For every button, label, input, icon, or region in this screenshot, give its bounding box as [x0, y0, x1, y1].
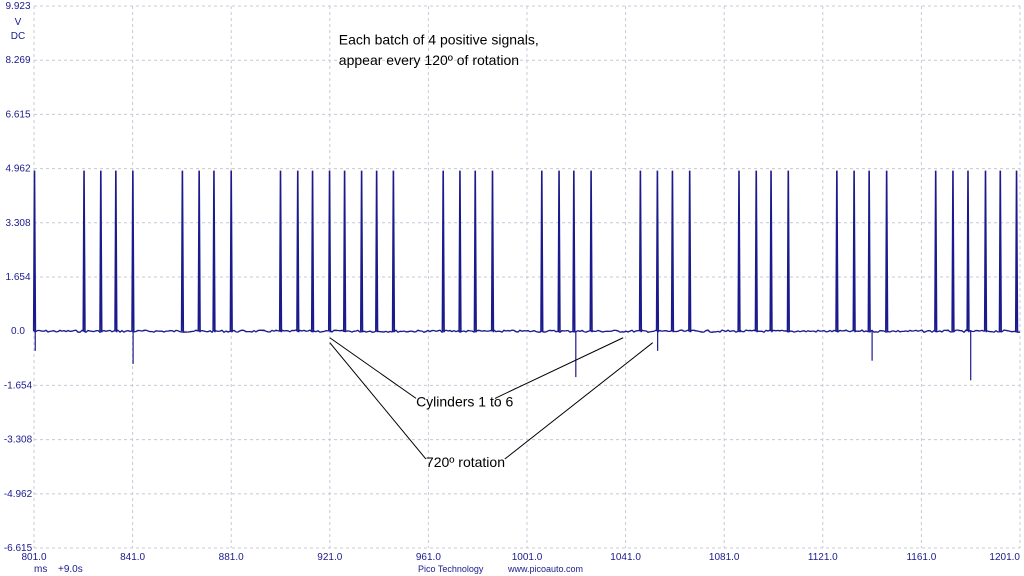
x-tick-label: 1161.0 [906, 552, 936, 563]
positive-spike [885, 170, 889, 333]
y-tick-label: 1.654 [5, 272, 30, 283]
pointer-line [329, 342, 427, 460]
x-tick-label: 881.0 [219, 552, 244, 563]
positive-spike [769, 170, 773, 333]
positive-spike [342, 170, 347, 333]
positive-spike [557, 170, 561, 333]
positive-spike [473, 170, 477, 333]
x-tick-label: 801.0 [21, 552, 46, 563]
positive-spike [852, 170, 856, 333]
positive-spike [737, 170, 741, 333]
positive-spike [99, 170, 103, 333]
positive-spike [1014, 170, 1019, 333]
axis-units: V DC ms +9.0s [11, 17, 83, 575]
positive-spike [867, 170, 871, 333]
y-tick-label: 9.923 [5, 1, 30, 12]
pointer-line [504, 342, 654, 460]
positive-spike [572, 170, 576, 333]
positive-spike [359, 170, 364, 333]
positive-spike [670, 170, 675, 333]
x-tick-label: 961.0 [416, 552, 441, 563]
positive-spike [229, 170, 233, 333]
y-tick-label: 8.269 [5, 55, 30, 66]
y-tick-label: 3.308 [5, 218, 30, 229]
positive-spike [540, 170, 544, 333]
positive-spike [589, 170, 593, 333]
y-tick-label: 4.962 [5, 164, 30, 175]
positive-spike [835, 170, 839, 333]
positive-spike [180, 170, 185, 333]
positive-spike [655, 170, 660, 333]
positive-spike [966, 170, 970, 333]
positive-spike [296, 170, 300, 333]
y-axis-ticks: 9.923 8.269 6.615 4.962 3.308 1.654 0.0 -1.654 -… [4, 1, 33, 554]
positive-spike [490, 170, 495, 333]
y-tick-label: -6.615 [4, 543, 33, 554]
y-tick-label: -3.308 [4, 435, 33, 446]
positive-spike [754, 170, 758, 333]
y-tick-label: 0.0 [11, 326, 25, 337]
footer: Pico Technology www.picoauto.com [418, 564, 583, 574]
x-tick-label: 1201.0 [989, 552, 1020, 563]
x-tick-label: 1121.0 [808, 552, 838, 563]
annotation-text: Each batch of 4 positive signals, [339, 31, 539, 47]
footer-brand: Pico Technology [418, 564, 484, 574]
positive-spike [638, 170, 643, 333]
positive-spike [278, 170, 283, 333]
positive-spike [327, 170, 332, 333]
positive-spike [934, 170, 938, 333]
positive-spike [441, 170, 445, 333]
positive-spike [114, 170, 118, 333]
annotation-text: 720º rotation [426, 454, 505, 470]
positive-spike [983, 170, 988, 333]
positive-spike [131, 170, 135, 333]
signal-trace [32, 170, 1021, 381]
positive-spike [688, 170, 692, 333]
y-tick-label: -1.654 [4, 380, 33, 391]
x-tick-label: 921.0 [317, 552, 342, 563]
pointer-line [494, 337, 624, 399]
positive-spike [32, 170, 37, 333]
annotation-text: Cylinders 1 to 6 [416, 394, 513, 410]
positive-spike [82, 170, 86, 333]
y-tick-label: 6.615 [5, 109, 30, 120]
annotation-pointers [329, 337, 654, 460]
y-tick-label: -4.962 [4, 489, 33, 500]
x-offset-label: +9.0s [58, 564, 83, 575]
positive-spike [212, 170, 216, 333]
x-unit-label: ms [34, 564, 47, 575]
positive-spike [458, 170, 462, 333]
pointer-line [329, 337, 417, 399]
annotations: Each batch of 4 positive signals, appear … [339, 31, 539, 470]
footer-url: www.picoauto.com [507, 564, 583, 574]
x-axis-ticks: 801.0 841.0 881.0 921.0 961.0 1001.0 1041.0 108… [21, 552, 1020, 563]
x-tick-label: 1041.0 [610, 552, 641, 563]
positive-spike [786, 170, 790, 333]
x-tick-label: 841.0 [120, 552, 145, 563]
positive-spike [197, 170, 201, 333]
y-unit-line-1: V [15, 17, 22, 28]
positive-spike [951, 170, 955, 333]
positive-spike [375, 170, 379, 333]
x-tick-label: 1001.0 [512, 552, 543, 563]
x-tick-label: 1081.0 [709, 552, 740, 563]
y-unit-line-2: DC [11, 31, 25, 42]
positive-spike [998, 170, 1002, 333]
positive-spike [310, 170, 315, 333]
positive-spike [391, 170, 396, 333]
annotation-text: appear every 120º of rotation [339, 52, 519, 68]
